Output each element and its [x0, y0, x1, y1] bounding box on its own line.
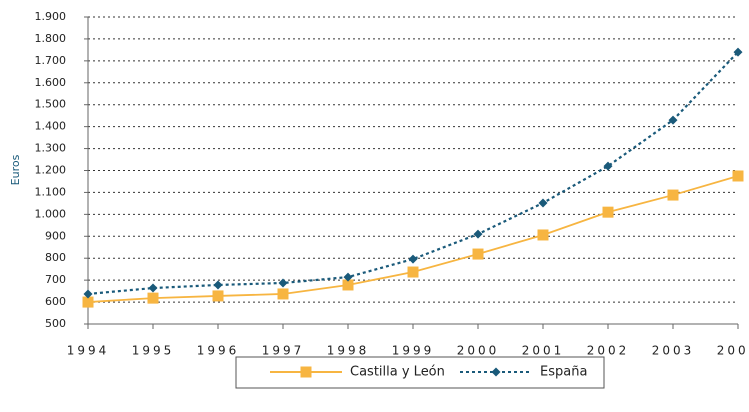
point: [602, 206, 614, 218]
point: [342, 279, 354, 291]
point: [212, 290, 224, 302]
x-tick-label: 1998: [327, 344, 370, 358]
point: [82, 296, 94, 308]
legend-box: [235, 356, 605, 389]
point: [732, 170, 744, 182]
y-tick-label: 1.100: [35, 185, 67, 198]
legend-label: España: [540, 365, 587, 380]
point: [472, 248, 484, 260]
x-tick-label: 2004: [717, 344, 749, 358]
point: [343, 272, 353, 282]
x-tick-label: 1995: [132, 344, 175, 358]
point: [83, 289, 93, 299]
x-tick-label: 1994: [67, 344, 110, 358]
series-line: [87, 51, 739, 296]
y-tick-label: 1.200: [35, 164, 67, 177]
y-tick-label: 600: [45, 295, 66, 308]
legend-marker: [300, 366, 312, 378]
x-tick-label: 1997: [262, 344, 305, 358]
y-tick-label: 1.400: [35, 120, 67, 133]
point: [538, 198, 548, 208]
y-tick-label: 500: [45, 317, 66, 330]
x-tick-label: 1996: [197, 344, 240, 358]
point: [213, 280, 223, 290]
point: [407, 266, 419, 278]
x-tick-label: 2000: [457, 344, 500, 358]
y-tick-label: 800: [45, 251, 66, 264]
y-tick-label: 900: [45, 229, 66, 242]
y-tick-label: 1.000: [35, 207, 67, 220]
x-tick-label: 2001: [522, 344, 565, 358]
point: [278, 278, 288, 288]
x-tick-label: 2002: [587, 344, 630, 358]
legend-label: Castilla y León: [350, 365, 445, 380]
point: [668, 115, 678, 125]
point: [733, 47, 743, 57]
y-tick-label: 1.600: [35, 76, 67, 89]
y-tick-label: 1.800: [35, 32, 67, 45]
point: [147, 292, 159, 304]
y-axis-label: Euros: [9, 154, 22, 185]
y-tick-label: 700: [45, 273, 66, 286]
y-tick-label: 1.300: [35, 142, 67, 155]
x-tick-label: 2003: [652, 344, 695, 358]
y-tick-label: 1.900: [35, 10, 67, 23]
y-tick-label: 1.700: [35, 54, 67, 67]
point: [603, 161, 613, 171]
x-tick-label: 1999: [392, 344, 435, 358]
point: [277, 288, 289, 300]
point: [473, 229, 483, 239]
point: [148, 283, 158, 293]
point: [408, 254, 418, 264]
series-line: [87, 175, 739, 303]
point: [537, 229, 549, 241]
point: [667, 189, 679, 201]
y-tick-label: 1.500: [35, 98, 67, 111]
legend-marker: [491, 367, 501, 377]
